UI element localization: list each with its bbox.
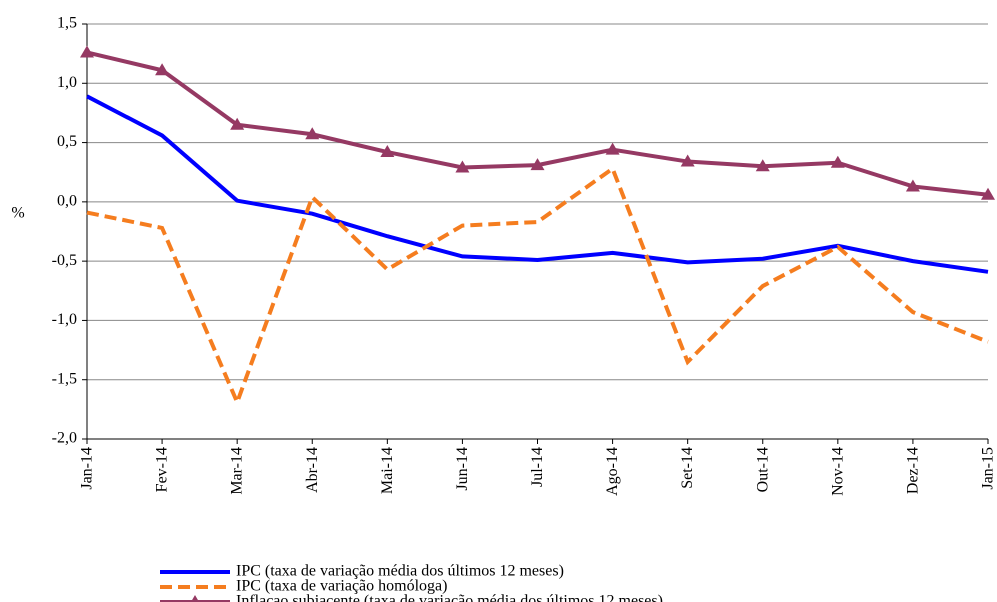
x-tick-label: Mai-14 <box>379 447 396 494</box>
x-tick-label: Set-14 <box>679 447 696 489</box>
point-marker <box>230 117 245 130</box>
point-marker <box>155 63 170 76</box>
x-tick-label: Jan-15 <box>980 447 997 490</box>
x-tick-label: Dez-14 <box>904 447 921 494</box>
x-tick-label: Nov-14 <box>829 447 846 496</box>
legend-label: Inflaçao subjacente (taxa de variação mé… <box>236 593 663 602</box>
legend-label: IPC (taxa de variação homóloga) <box>236 578 447 595</box>
point-marker <box>981 187 995 200</box>
x-tick-label: Abr-14 <box>304 447 321 493</box>
series-line <box>86 94 989 274</box>
series-line <box>86 50 989 197</box>
y-tick-label: 0,0 <box>57 193 77 210</box>
point-marker <box>905 179 920 192</box>
legend-marker <box>190 595 200 602</box>
y-tick-label: -1,0 <box>52 311 77 328</box>
point-marker <box>830 155 845 168</box>
y-tick-label: -2,0 <box>52 430 77 447</box>
point-marker <box>755 159 770 172</box>
y-tick-label: 1,0 <box>57 74 77 91</box>
y-axis-label: % <box>11 205 24 222</box>
y-tick-label: -1,5 <box>52 370 77 387</box>
y-tick-label: 0,5 <box>57 133 77 150</box>
x-tick-label: Ago-14 <box>604 447 621 496</box>
legend-label: IPC (taxa de variação média dos últimos … <box>236 563 564 580</box>
point-marker <box>380 145 395 158</box>
x-tick-label: Fev-14 <box>154 447 171 492</box>
point-marker <box>680 154 695 167</box>
x-tick-label: Jan-14 <box>79 447 96 490</box>
y-tick-label: 1,5 <box>57 15 77 32</box>
x-tick-label: Mar-14 <box>229 447 246 495</box>
point-marker <box>605 142 620 155</box>
point-marker <box>80 45 94 58</box>
y-tick-label: -0,5 <box>52 252 77 269</box>
point-marker <box>530 158 545 171</box>
series-line <box>86 165 989 408</box>
point-marker <box>455 160 470 173</box>
x-tick-label: Jul-14 <box>529 447 546 487</box>
x-tick-label: Jun-14 <box>454 447 471 491</box>
x-tick-label: Out-14 <box>754 447 771 492</box>
point-marker <box>305 127 320 140</box>
